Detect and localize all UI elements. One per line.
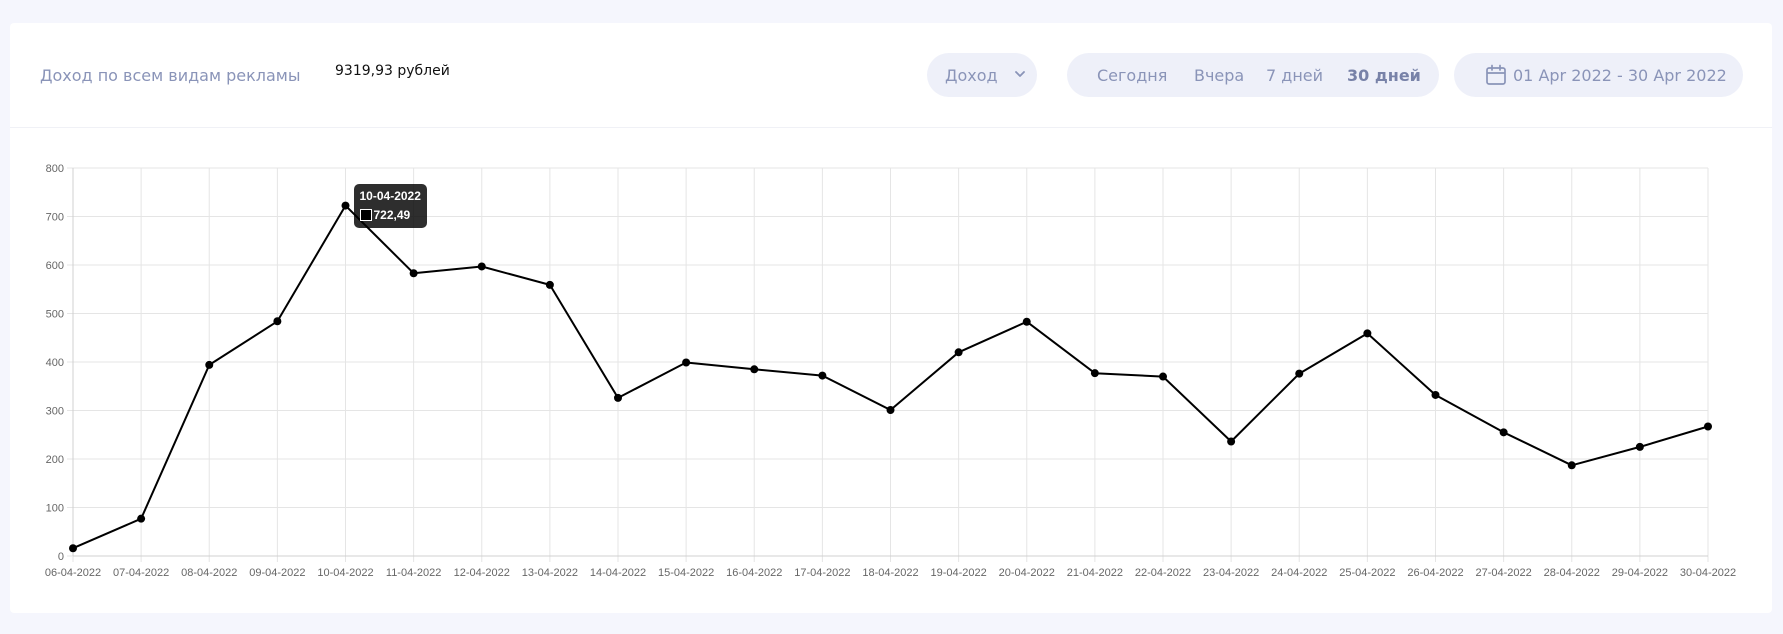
data-point: [954, 348, 963, 357]
x-tick-label: 19-04-2022: [930, 567, 986, 579]
y-tick-label: 600: [46, 260, 64, 272]
data-point: [1499, 428, 1508, 437]
y-tick-label: 300: [46, 406, 64, 418]
data-point: [1431, 390, 1440, 399]
data-point: [69, 544, 77, 553]
data-point: [886, 406, 895, 415]
x-tick-label: 08-04-2022: [181, 567, 237, 579]
data-point: [1159, 372, 1167, 381]
x-tick-label: 30-04-2022: [1680, 567, 1736, 579]
period-yesterday-button[interactable]: Вчера: [1194, 66, 1245, 85]
x-tick-label: 29-04-2022: [1612, 567, 1668, 579]
tooltip-row: 722,49: [359, 207, 421, 222]
data-point: [1704, 422, 1712, 431]
date-range-picker[interactable]: 01 Apr 2022 - 30 Apr 2022: [1454, 53, 1743, 97]
x-tick-label: 21-04-2022: [1067, 567, 1123, 579]
data-point: [409, 269, 418, 278]
period-7-days-button[interactable]: 7 дней: [1266, 66, 1324, 85]
x-tick-label: 23-04-2022: [1203, 567, 1259, 579]
chart-tooltip: 10-04-2022 722,49: [353, 183, 427, 228]
x-tick-label: 10-04-2022: [317, 567, 373, 579]
data-point: [341, 201, 350, 210]
chevron-down-icon: [1015, 71, 1025, 77]
x-tick-label: 15-04-2022: [658, 567, 714, 579]
y-tick-label: 100: [46, 503, 64, 515]
tooltip-value: 722,49: [373, 207, 411, 222]
data-point: [1090, 369, 1099, 378]
x-tick-label: 27-04-2022: [1475, 567, 1531, 579]
metric-select-value: Доход: [945, 65, 998, 85]
data-point: [1635, 442, 1644, 451]
y-tick-label: 700: [46, 212, 64, 224]
x-tick-label: 17-04-2022: [794, 567, 850, 579]
revenue-line-chart: 0 100 200 300 400 500 600 700 800 06-04-2022 07-04…: [45, 163, 1736, 579]
revenue-label: Доход по всем видам рекламы: [40, 66, 301, 85]
x-tick-label: 28-04-2022: [1544, 567, 1600, 579]
date-range-text: 01 Apr 2022 - 30 Apr 2022: [1513, 65, 1727, 85]
data-point: [477, 262, 486, 271]
tooltip-color-swatch: [359, 208, 372, 221]
x-tick-label: 26-04-2022: [1407, 567, 1463, 579]
y-tick-label: 500: [46, 309, 64, 321]
data-point: [1295, 369, 1304, 378]
calendar-icon: [1486, 64, 1506, 85]
data-point: [1227, 437, 1236, 446]
metric-select[interactable]: Доход: [927, 53, 1037, 97]
x-tick-label: 11-04-2022: [386, 567, 441, 579]
data-point: [1567, 461, 1576, 470]
revenue-total: 9319,93 рублей: [335, 63, 450, 79]
period-selector: Сегодня Вчера 7 дней 30 дней: [1067, 53, 1439, 97]
data-point: [1022, 317, 1031, 326]
y-tick-label: 200: [46, 454, 64, 466]
x-tick-label: 14-04-2022: [590, 567, 646, 579]
data-point: [682, 358, 691, 367]
x-tick-label: 18-04-2022: [862, 567, 918, 579]
card-header: Доход по всем видам рекламы 9319,93 рубл…: [10, 23, 1772, 128]
data-point: [273, 317, 282, 326]
data-point: [137, 514, 146, 523]
revenue-card: Доход по всем видам рекламы 9319,93 рубл…: [10, 23, 1772, 613]
y-tick-label: 400: [46, 357, 64, 369]
tooltip-date: 10-04-2022: [359, 188, 421, 203]
x-tick-label: 22-04-2022: [1135, 567, 1191, 579]
data-point: [1363, 329, 1372, 338]
data-point: [205, 360, 214, 369]
data-point: [750, 365, 759, 374]
x-tick-label: 12-04-2022: [454, 567, 510, 579]
x-tick-label: 20-04-2022: [999, 567, 1055, 579]
x-tick-label: 07-04-2022: [113, 567, 169, 579]
y-tick-label: 800: [46, 163, 64, 175]
data-point: [545, 280, 554, 289]
y-tick-label: 0: [58, 551, 64, 563]
x-tick-label: 09-04-2022: [249, 567, 305, 579]
data-point: [818, 371, 827, 380]
x-tick-label: 16-04-2022: [726, 567, 782, 579]
period-today-button[interactable]: Сегодня: [1097, 66, 1168, 85]
data-point: [614, 393, 622, 402]
x-tick-label: 13-04-2022: [522, 567, 578, 579]
period-30-days-button[interactable]: 30 дней: [1347, 66, 1421, 85]
x-tick-label: 24-04-2022: [1271, 567, 1327, 579]
x-tick-label: 25-04-2022: [1339, 567, 1395, 579]
x-tick-label: 06-04-2022: [45, 567, 101, 579]
